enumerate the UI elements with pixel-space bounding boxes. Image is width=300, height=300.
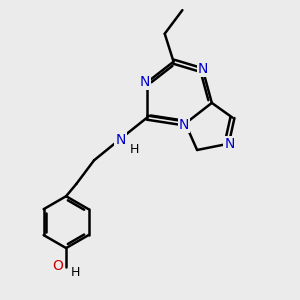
Text: N: N bbox=[224, 137, 235, 151]
Text: N: N bbox=[179, 118, 189, 132]
Text: H: H bbox=[71, 266, 80, 279]
Text: N: N bbox=[116, 133, 126, 147]
Text: O: O bbox=[52, 259, 63, 273]
Text: N: N bbox=[198, 62, 208, 76]
Text: N: N bbox=[140, 75, 150, 89]
Text: H: H bbox=[130, 143, 140, 156]
